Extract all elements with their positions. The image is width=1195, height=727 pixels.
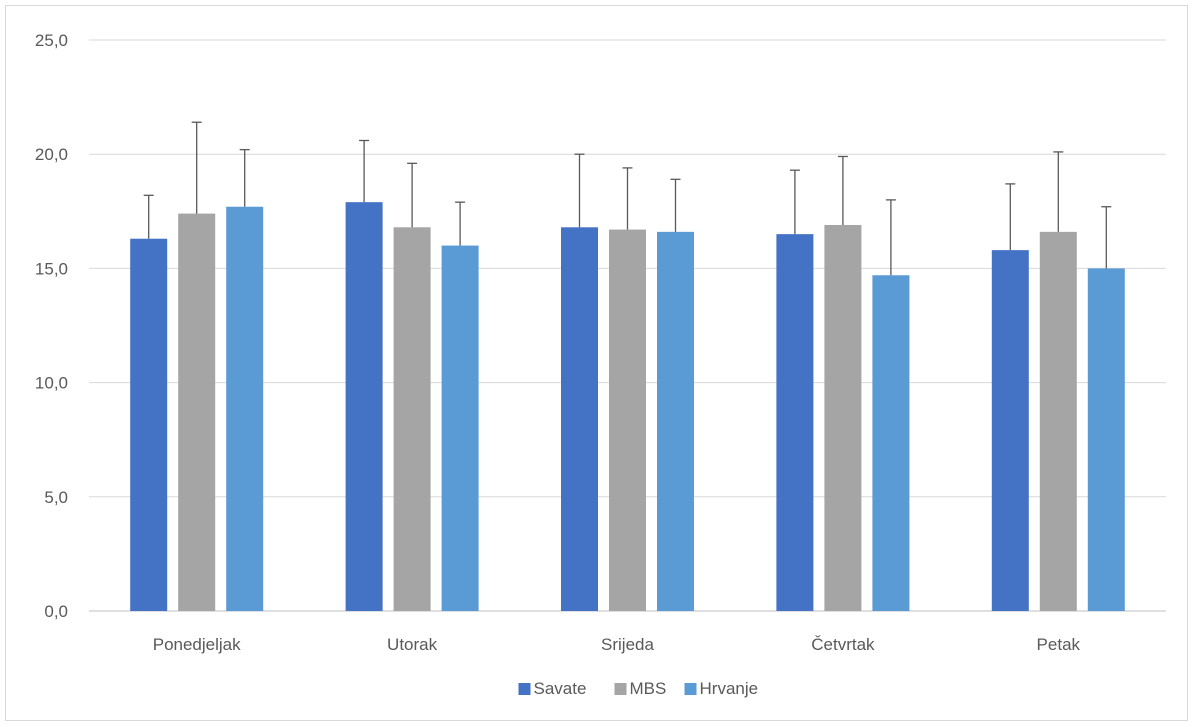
legend-label-hrvanje: Hrvanje	[700, 679, 759, 698]
legend-swatch-hrvanje	[684, 683, 697, 695]
legend-swatch-savate	[518, 683, 531, 695]
legend-swatch-mbs	[614, 683, 627, 695]
bar-savate	[991, 250, 1029, 612]
x-tick-label: Četvrtak	[811, 635, 875, 654]
bar-mbs	[178, 213, 216, 612]
x-tick-label: Srijeda	[601, 635, 654, 654]
bar-savate	[130, 238, 168, 611]
bar-mbs	[1039, 231, 1077, 611]
bar-savate	[776, 234, 814, 611]
y-tick-label: 0,0	[44, 602, 68, 621]
bar-savate	[345, 202, 383, 611]
legend-label-savate: Savate	[534, 679, 587, 698]
bar-mbs	[824, 225, 862, 611]
x-tick-label: Utorak	[387, 635, 438, 654]
bar-savate	[561, 227, 598, 611]
bar-hrvanje	[1087, 268, 1125, 611]
bar-hrvanje	[226, 206, 264, 611]
y-tick-label: 20,0	[35, 145, 68, 164]
bar-mbs	[609, 229, 646, 611]
bar-hrvanje	[872, 275, 910, 611]
y-tick-label: 5,0	[44, 488, 68, 507]
legend-label-mbs: MBS	[630, 679, 667, 698]
y-tick-label: 10,0	[35, 374, 68, 393]
x-tick-label: Ponedjeljak	[153, 635, 241, 654]
y-tick-label: 25,0	[35, 31, 68, 50]
y-tick-label: 15,0	[35, 259, 68, 278]
bar-hrvanje	[657, 231, 694, 611]
x-tick-label: Petak	[1037, 635, 1081, 654]
bar-hrvanje	[441, 245, 479, 611]
bar-mbs	[393, 227, 431, 611]
